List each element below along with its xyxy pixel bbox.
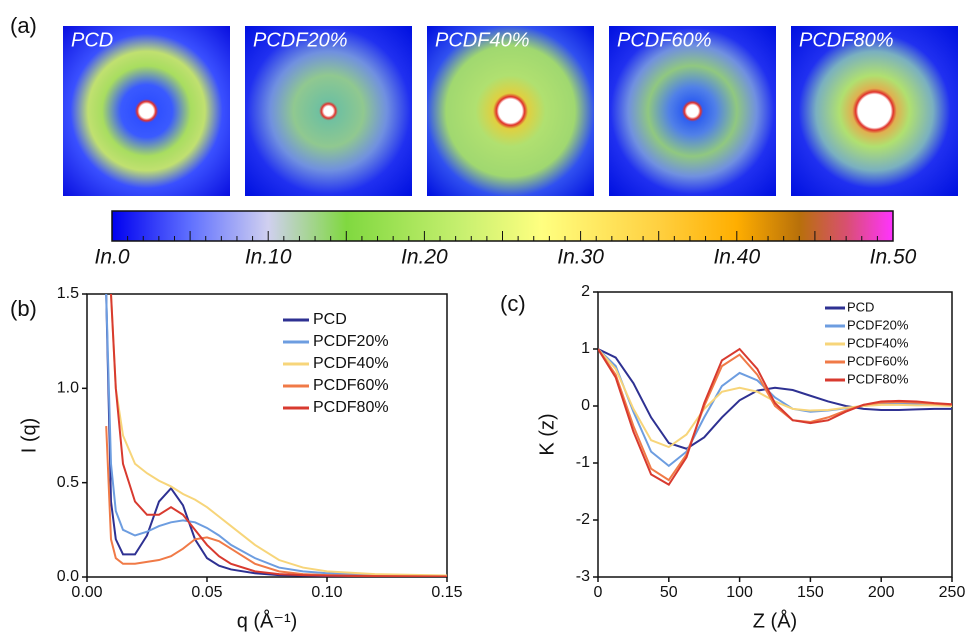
- x-axis-title: q (Å⁻¹): [237, 609, 298, 632]
- colorbar-label: In.10: [245, 246, 292, 269]
- colorbar-ticks: [111, 231, 894, 241]
- y-tick-label: 0.5: [57, 474, 79, 491]
- colorbar-label: In.20: [401, 246, 448, 269]
- y-axis-title: I (q): [18, 418, 40, 454]
- image-label: PCDF80%: [799, 29, 893, 51]
- y-tick-label: 1: [581, 340, 590, 357]
- legend-label: PCDF20%: [313, 333, 389, 350]
- colorbar-label: In.0: [94, 246, 129, 269]
- series-line: [105, 294, 447, 577]
- series-line: [598, 348, 952, 482]
- legend-label: PCDF60%: [313, 377, 389, 394]
- saxs-image: [791, 26, 958, 196]
- image-label: PCDF60%: [617, 29, 711, 51]
- image-label: PCD: [71, 29, 113, 51]
- y-tick-label: 2: [581, 283, 590, 300]
- x-tick-label: 0: [594, 584, 603, 601]
- legend-label: PCDF80%: [313, 399, 389, 416]
- panel-label: (c): [500, 291, 526, 316]
- series-line: [105, 426, 447, 577]
- legend-label: PCDF20%: [847, 317, 909, 332]
- y-tick-label: 0: [581, 397, 590, 414]
- saxs-image: [63, 26, 230, 196]
- legend-label: PCD: [847, 299, 874, 314]
- plot-frame: [597, 291, 953, 578]
- colorbar-label: In.40: [713, 246, 760, 269]
- saxs-images: PCD PCDF20% PCDF40% PCDF60% PCDF80%: [63, 26, 958, 196]
- y-tick-label: 1.0: [57, 380, 79, 397]
- y-tick-label: -2: [576, 511, 590, 528]
- colorbar-label: In.30: [557, 246, 604, 269]
- image-label: PCDF20%: [253, 29, 347, 51]
- legend-label: PCDF40%: [313, 355, 389, 372]
- plot-frame: [86, 293, 448, 578]
- series-line: [109, 294, 447, 577]
- series-line: [598, 347, 952, 487]
- panel-label: (a): [10, 13, 37, 38]
- series-line: [109, 294, 447, 577]
- legend-label: PCDF40%: [847, 335, 909, 350]
- y-tick-label: -3: [576, 568, 590, 585]
- x-tick-label: 250: [939, 584, 966, 601]
- image-label: PCDF40%: [435, 29, 529, 51]
- x-tick-label: 50: [660, 584, 678, 601]
- x-tick-label: 100: [726, 584, 753, 601]
- x-tick-label: 0.00: [71, 584, 102, 601]
- x-tick-label: 200: [868, 584, 895, 601]
- x-tick-label: 150: [797, 584, 824, 601]
- x-tick-label: 0.15: [431, 584, 462, 601]
- y-axis-title: K (z): [536, 413, 558, 455]
- saxs-image: [245, 26, 412, 196]
- panel-label: (b): [10, 296, 37, 321]
- legend-label: PCD: [313, 311, 347, 328]
- series-line: [598, 348, 952, 450]
- legend-label: PCDF80%: [847, 371, 909, 386]
- colorbar-label: In.50: [870, 246, 917, 269]
- y-tick-label: -1: [576, 454, 590, 471]
- x-tick-label: 0.10: [311, 584, 342, 601]
- x-axis-title: Z (Å): [753, 609, 797, 632]
- y-tick-label: 1.5: [57, 285, 79, 302]
- series-line: [105, 294, 447, 577]
- y-tick-label: 0.0: [57, 568, 79, 585]
- x-tick-label: 0.05: [191, 584, 222, 601]
- saxs-image: [427, 26, 594, 196]
- saxs-image: [609, 26, 776, 196]
- legend-label: PCDF60%: [847, 353, 909, 368]
